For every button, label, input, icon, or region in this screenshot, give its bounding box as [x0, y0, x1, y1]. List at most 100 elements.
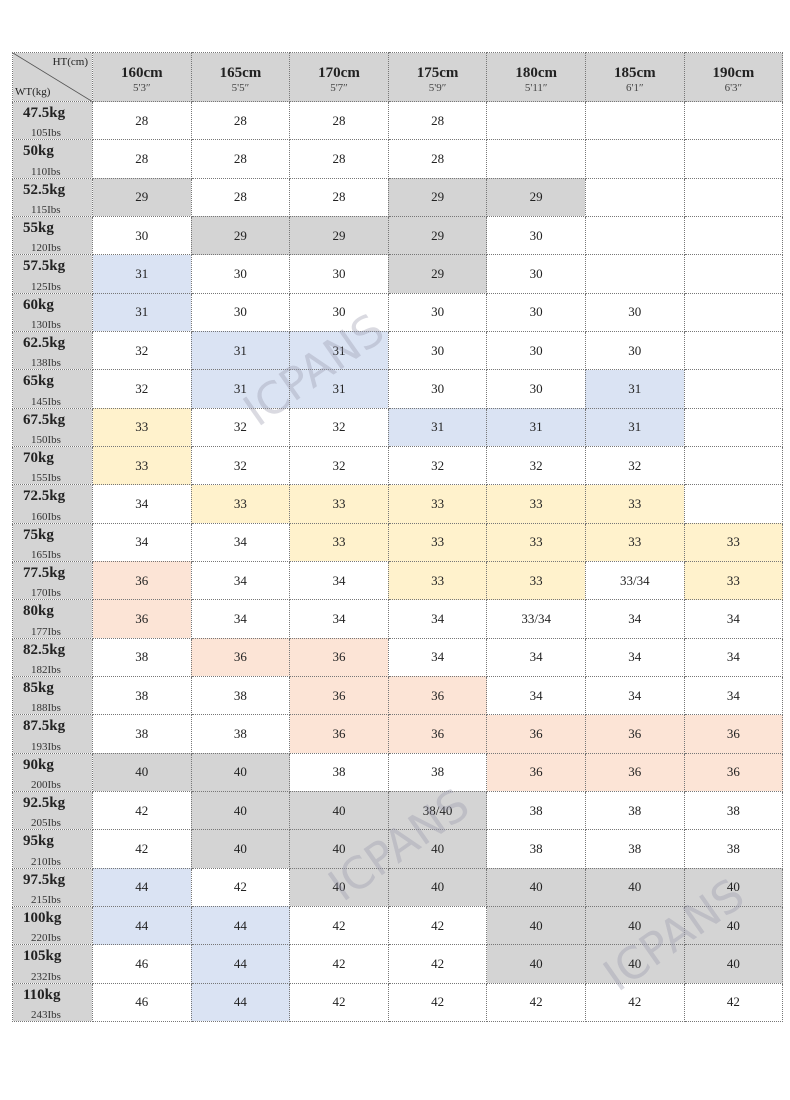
- size-cell: [584, 177, 685, 217]
- height-ft: 5'5″: [231, 81, 250, 94]
- size-cell: [486, 139, 586, 179]
- size-cell: 33: [289, 484, 389, 524]
- size-cell: 40: [387, 867, 488, 907]
- corner-cell: HT(cm) WT(kg): [12, 52, 93, 102]
- size-cell: 36: [387, 714, 488, 754]
- size-cell: 40: [190, 790, 291, 831]
- size-cell: 30: [387, 369, 488, 409]
- size-cell: 42: [92, 790, 192, 831]
- size-row: 82.5kg 182Ibs 38 36 36 34 34 34 34: [12, 637, 784, 677]
- size-cell: 38: [289, 752, 389, 792]
- size-cell: 32: [387, 445, 488, 486]
- size-cell: 31: [92, 292, 192, 332]
- weight-kg: 77.5kg: [23, 564, 66, 581]
- size-cell: 33: [289, 522, 389, 562]
- weight-cell: 65kg 145Ibs: [12, 369, 93, 409]
- size-cell: [683, 369, 784, 409]
- size-cell: 34: [486, 675, 586, 716]
- size-cell: 42: [486, 982, 586, 1022]
- size-row: 105kg 232Ibs 46 44 42 42 40 40 40: [12, 944, 784, 984]
- size-cell: 30: [190, 292, 291, 332]
- size-row: 110kg 243Ibs 46 44 42 42 42 42 42: [12, 982, 784, 1022]
- column-header: 165cm 5'5″: [190, 52, 291, 102]
- weight-lbs: 160Ibs: [31, 510, 61, 523]
- size-cell: 38: [92, 675, 192, 716]
- size-cell: 42: [289, 944, 389, 984]
- size-cell: 42: [190, 867, 291, 907]
- size-cell: 33: [584, 484, 685, 524]
- size-cell: 33/34: [486, 599, 586, 639]
- size-cell: 42: [387, 905, 488, 946]
- size-cell: 40: [190, 829, 291, 869]
- wt-label: WT(kg): [15, 86, 51, 98]
- size-cell: 40: [584, 944, 685, 984]
- size-cell: [683, 254, 784, 294]
- size-cell: 29: [486, 177, 586, 217]
- size-row: 80kg 177Ibs 36 34 34 34 33/34 34 34: [12, 599, 784, 639]
- size-cell: 30: [387, 330, 488, 371]
- size-cell: 38: [683, 829, 784, 869]
- size-cell: 46: [92, 982, 192, 1022]
- size-cell: 36: [289, 675, 389, 716]
- weight-cell: 105kg 232Ibs: [12, 944, 93, 984]
- size-cell: 28: [92, 139, 192, 179]
- size-cell: 36: [92, 599, 192, 639]
- weight-lbs: 220Ibs: [31, 932, 61, 945]
- size-cell: 40: [190, 752, 291, 792]
- height-ft: 5'9″: [428, 81, 447, 94]
- size-cell: 31: [584, 369, 685, 409]
- size-cell: 30: [486, 215, 586, 256]
- size-cell: 42: [683, 982, 784, 1022]
- size-cell: [683, 445, 784, 486]
- size-cell: 40: [289, 867, 389, 907]
- size-cell: 38: [486, 790, 586, 831]
- size-cell: 40: [289, 829, 389, 869]
- weight-kg: 92.5kg: [23, 794, 66, 811]
- height-cm: 185cm: [613, 64, 656, 81]
- size-cell: 40: [486, 867, 586, 907]
- size-cell: 34: [387, 599, 488, 639]
- size-cell: 36: [584, 714, 685, 754]
- size-cell: 32: [486, 445, 586, 486]
- weight-kg: 75kg: [23, 526, 54, 543]
- size-cell: 42: [92, 829, 192, 869]
- size-cell: 36: [190, 637, 291, 677]
- weight-cell: 47.5kg 105Ibs: [12, 100, 93, 141]
- size-cell: 46: [92, 944, 192, 984]
- size-cell: 34: [190, 560, 291, 601]
- size-cell: 32: [289, 407, 389, 447]
- size-cell: [683, 330, 784, 371]
- size-cell: 33: [683, 560, 784, 601]
- diagonal: [13, 53, 93, 102]
- size-cell: 34: [584, 599, 685, 639]
- weight-lbs: 232Ibs: [31, 970, 61, 983]
- weight-kg: 105kg: [23, 948, 62, 965]
- weight-cell: 95kg 210Ibs: [12, 829, 93, 869]
- size-cell: 31: [486, 407, 586, 447]
- size-cell: 34: [190, 599, 291, 639]
- size-row: 50kg 110Ibs 28 28 28 28: [12, 139, 784, 179]
- size-cell: 36: [387, 675, 488, 716]
- size-cell: 44: [190, 944, 291, 984]
- size-cell: 40: [584, 905, 685, 946]
- size-cell: 30: [289, 292, 389, 332]
- size-row: 75kg 165Ibs 34 34 33 33 33 33 33: [12, 522, 784, 562]
- weight-lbs: 105Ibs: [31, 127, 61, 140]
- size-cell: 30: [486, 254, 586, 294]
- size-cell: 32: [584, 445, 685, 486]
- size-row: 65kg 145Ibs 32 31 31 30 30 31: [12, 369, 784, 409]
- size-cell: 29: [92, 177, 192, 217]
- weight-kg: 85kg: [23, 679, 54, 696]
- size-cell: 40: [683, 944, 784, 984]
- size-cell: 34: [92, 484, 192, 524]
- height-ft: 5'3″: [133, 81, 151, 94]
- weight-lbs: 155Ibs: [31, 472, 61, 485]
- weight-cell: 100kg 220Ibs: [12, 905, 93, 946]
- height-cm: 160cm: [120, 64, 163, 81]
- size-cell: 31: [190, 330, 291, 371]
- weight-cell: 75kg 165Ibs: [12, 522, 93, 562]
- size-cell: [683, 484, 784, 524]
- height-cm: 165cm: [219, 64, 262, 81]
- weight-kg: 97.5kg: [23, 871, 66, 888]
- weight-cell: 110kg 243Ibs: [12, 982, 93, 1022]
